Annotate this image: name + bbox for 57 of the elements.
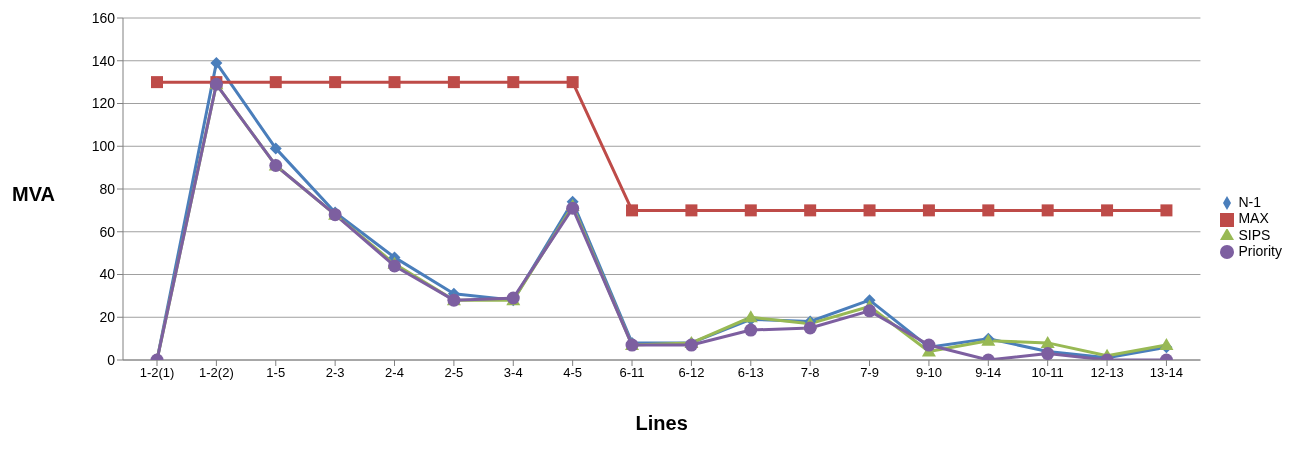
y-tick-label: 160	[91, 9, 116, 26]
x-tick-label: 3-4	[503, 365, 523, 381]
point	[507, 76, 520, 89]
point	[685, 204, 698, 217]
point	[151, 76, 163, 89]
point	[863, 304, 877, 318]
x-tick-label: 6-13	[737, 365, 764, 381]
y-tick-label: 20	[99, 309, 116, 326]
point	[269, 142, 282, 155]
y-tick-label: 100	[91, 138, 116, 155]
x-axis-title: Lines	[635, 412, 688, 434]
y-tick-label: 140	[91, 52, 116, 69]
point	[566, 76, 579, 89]
x-tick-label: 9-10	[915, 365, 942, 381]
x-tick-label: 2-5	[444, 365, 464, 381]
point	[744, 204, 757, 217]
point	[1041, 204, 1054, 217]
point	[1101, 204, 1114, 217]
x-tick-label: 6-11	[619, 365, 645, 381]
point	[388, 76, 401, 89]
legend-label: MAX	[1238, 210, 1269, 227]
x-tick-label: 2-4	[385, 365, 404, 381]
x-tick-label: 1-5	[266, 365, 286, 381]
x-tick-label: 1-2(2)	[199, 365, 234, 381]
x-tick-label: 2-3	[325, 365, 345, 381]
legend-label: SIPS	[1238, 226, 1271, 243]
x-tick-label: 4-5	[563, 365, 583, 381]
y-tick-label: 60	[99, 223, 116, 240]
point	[447, 76, 460, 89]
y-tick-label: 80	[99, 180, 116, 197]
point	[863, 204, 876, 217]
point	[803, 321, 817, 335]
legend-label: N-1	[1238, 193, 1261, 210]
y-tick-label: 120	[91, 95, 116, 112]
x-tick-label: 1-2(1)	[139, 365, 175, 381]
point	[1040, 335, 1055, 348]
x-tick-label: 9-14	[975, 365, 1002, 381]
point	[922, 204, 935, 217]
x-tick-label: 10-11	[1031, 365, 1064, 381]
x-tick-label: 7-8	[800, 365, 820, 381]
x-tick-label: 7-9	[860, 365, 879, 381]
point	[329, 76, 342, 89]
y-tick-label: 40	[99, 266, 116, 283]
point	[626, 204, 639, 217]
point	[210, 56, 223, 69]
point	[982, 204, 995, 217]
y-axis-title: MVA	[12, 183, 55, 206]
point	[744, 323, 758, 337]
point	[1160, 204, 1173, 217]
x-tick-label: 13-14	[1149, 365, 1184, 381]
point	[388, 259, 402, 273]
legend-label: Priority	[1238, 242, 1282, 259]
point	[269, 76, 282, 89]
point	[804, 204, 817, 217]
x-tick-label: 6-12	[678, 365, 705, 381]
x-tick-label: 12-13	[1090, 365, 1124, 381]
y-tick-label: 0	[107, 351, 116, 368]
